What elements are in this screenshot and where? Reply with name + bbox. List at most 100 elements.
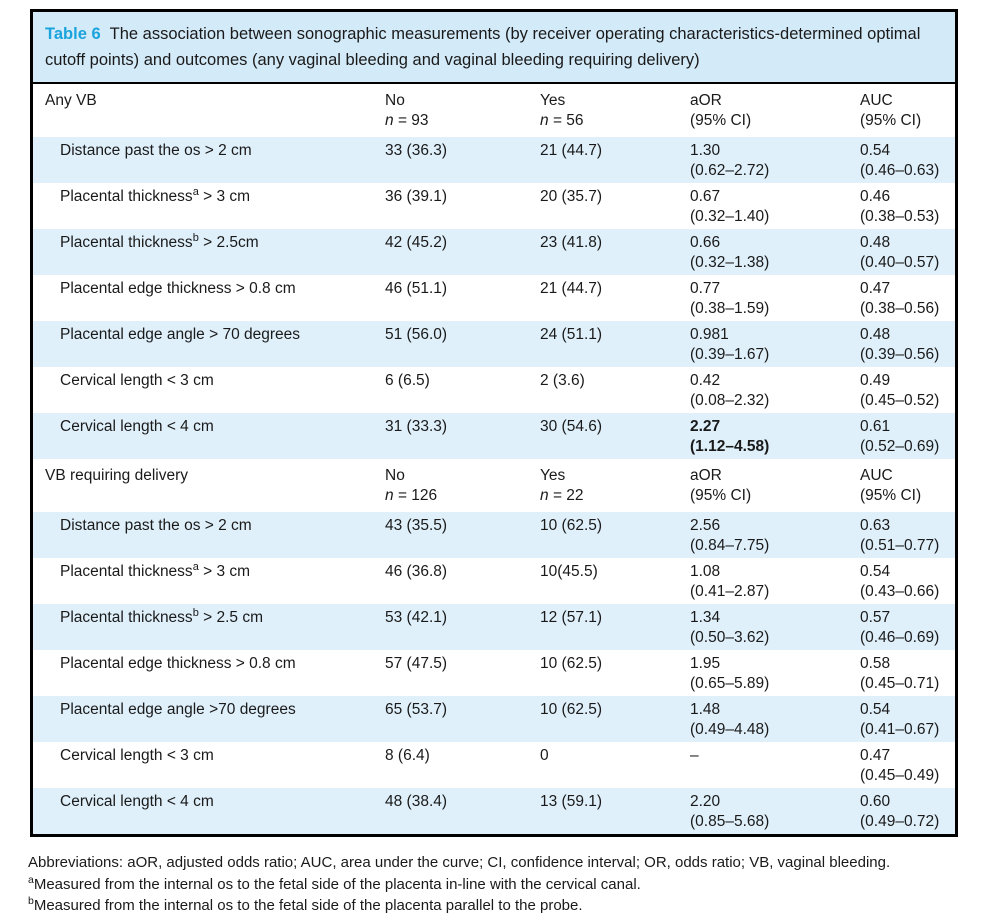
col-header-no-n: n = 126: [385, 487, 438, 504]
auc-value: 0.48: [860, 234, 891, 251]
aor-value: 0.77: [690, 280, 721, 297]
table-row: Cervical length < 3 cm 6 (6.5) 2 (3.6) 0…: [33, 367, 955, 413]
cell-aor: 1.48 (0.49–4.48): [690, 696, 860, 742]
cell-no-count: 53 (42.1): [385, 609, 448, 626]
aor-value: 2.20: [690, 793, 721, 810]
auc-value: 0.58: [860, 655, 891, 672]
cell-aor: –: [690, 742, 860, 788]
aor-value: 1.08: [690, 563, 721, 580]
section-header-row: Any VB No n = 93 Yes n = 56 aOR (95% CI): [33, 84, 955, 137]
table-row: Cervical length < 4 cm 31 (33.3) 30 (54.…: [33, 413, 955, 459]
n-symbol: n: [540, 487, 549, 504]
footnote-ref: b: [192, 606, 199, 619]
auc-ci: (0.49–0.72): [860, 812, 940, 830]
cell-aor: 0.42 (0.08–2.32): [690, 367, 860, 413]
auc-ci: (0.45–0.52): [860, 391, 940, 409]
auc-ci: (0.45–0.71): [860, 674, 940, 692]
table-row: Placental thicknessa > 3 cm 46 (36.8) 10…: [33, 558, 955, 604]
auc-ci: (0.46–0.69): [860, 628, 940, 646]
auc-value: 0.54: [860, 142, 891, 159]
cell-aor: 0.981 (0.39–1.67): [690, 321, 860, 367]
cell-auc: 0.60 (0.49–0.72): [860, 788, 955, 834]
col-header-aor: aOR (95% CI): [690, 467, 752, 504]
aor-value: 0.981: [690, 326, 729, 343]
cell-auc: 0.54 (0.43–0.66): [860, 558, 955, 604]
cell-yes-count: 23 (41.8): [540, 234, 603, 251]
auc-value: 0.60: [860, 793, 891, 810]
row-label: Placental thicknessa > 3 cm: [60, 560, 251, 580]
aor-value: –: [690, 747, 699, 764]
cell-aor: 0.67 (0.32–1.40): [690, 183, 860, 229]
cell-no-count: 31 (33.3): [385, 418, 448, 435]
table-row: Cervical length < 3 cm 8 (6.4) 0 – 0.47 …: [33, 742, 955, 788]
table-row: Placental thicknessb > 2.5 cm 53 (42.1) …: [33, 604, 955, 650]
cell-yes-count: 21 (44.7): [540, 142, 603, 159]
n-symbol: n: [540, 112, 549, 129]
col-header-no-label: No: [385, 92, 405, 109]
auc-ci: (0.43–0.66): [860, 582, 940, 600]
auc-ci: (0.46–0.63): [860, 161, 940, 179]
aor-ci: (0.62–2.72): [690, 161, 770, 179]
cell-yes-count: 30 (54.6): [540, 418, 603, 435]
cell-yes-count: 10 (62.5): [540, 517, 603, 534]
aor-value: 0.67: [690, 188, 721, 205]
cell-auc: 0.48 (0.40–0.57): [860, 229, 955, 275]
footnote-a-marker: a: [28, 873, 34, 886]
aor-ci: (1.12–4.58): [690, 437, 770, 455]
cell-auc: 0.47 (0.38–0.56): [860, 275, 955, 321]
auc-value: 0.61: [860, 418, 891, 435]
row-label: Placental edge thickness > 0.8 cm: [60, 280, 296, 297]
cell-yes-count: 13 (59.1): [540, 793, 603, 810]
aor-ci: (0.49–4.48): [690, 720, 770, 738]
col-header-aor: aOR (95% CI): [690, 92, 752, 129]
row-label: Placental edge thickness > 0.8 cm: [60, 655, 296, 672]
table-row: Placental edge angle > 70 degrees 51 (56…: [33, 321, 955, 367]
cell-yes-count: 10 (62.5): [540, 655, 603, 672]
auc-ci: (0.51–0.77): [860, 536, 940, 554]
cell-no-count: 8 (6.4): [385, 747, 430, 764]
cell-auc: 0.48 (0.39–0.56): [860, 321, 955, 367]
col-header-yes-n: n = 56: [540, 112, 584, 129]
col-header-yes: Yes n = 56: [540, 84, 690, 137]
table-row: Placental edge thickness > 0.8 cm 57 (47…: [33, 650, 955, 696]
cell-aor: 1.34 (0.50–3.62): [690, 604, 860, 650]
table6-container: Table 6 The association between sonograph…: [30, 9, 958, 837]
auc-value: 0.46: [860, 188, 891, 205]
auc-ci: (0.41–0.67): [860, 720, 940, 738]
col-header-no: No n = 126: [385, 459, 540, 512]
cell-auc: 0.54 (0.41–0.67): [860, 696, 955, 742]
cell-yes-count: 2 (3.6): [540, 372, 585, 389]
cell-aor: 1.30 (0.62–2.72): [690, 137, 860, 183]
row-label: Placental edge angle > 70 degrees: [60, 326, 301, 343]
col-header-yes-n: n = 22: [540, 487, 584, 504]
cell-aor: 2.56 (0.84–7.75): [690, 512, 860, 558]
aor-value: 1.95: [690, 655, 721, 672]
cell-aor: 1.95 (0.65–5.89): [690, 650, 860, 696]
cell-aor: 0.66 (0.32–1.38): [690, 229, 860, 275]
aor-ci: (0.32–1.40): [690, 207, 770, 225]
aor-ci: (0.41–2.87): [690, 582, 770, 600]
cell-auc: 0.61 (0.52–0.69): [860, 413, 955, 459]
cell-aor: 2.20 (0.85–5.68): [690, 788, 860, 834]
col-header-auc: AUC (95% CI): [860, 92, 922, 129]
auc-ci: (0.45–0.49): [860, 766, 940, 784]
section-title: VB requiring delivery: [45, 467, 189, 484]
table-row: Distance past the os > 2 cm 33 (36.3) 21…: [33, 137, 955, 183]
col-header-auc: AUC (95% CI): [860, 467, 922, 504]
cell-yes-count: 10 (62.5): [540, 701, 603, 718]
auc-ci: (0.40–0.57): [860, 253, 940, 271]
row-label: Placental edge angle >70 degrees: [60, 701, 296, 718]
aor-ci: (0.85–5.68): [690, 812, 770, 830]
col-header-yes-label: Yes: [540, 467, 566, 484]
footnote-ref: b: [192, 231, 199, 244]
row-label: Placental thicknessb > 2.5 cm: [60, 606, 263, 626]
col-header-yes-label: Yes: [540, 92, 566, 109]
auc-value: 0.48: [860, 326, 891, 343]
table-row: Placental thicknessb > 2.5cm 42 (45.2) 2…: [33, 229, 955, 275]
row-label: Cervical length < 4 cm: [60, 793, 214, 810]
aor-ci: (0.50–3.62): [690, 628, 770, 646]
row-label: Distance past the os > 2 cm: [60, 142, 252, 159]
row-label: Cervical length < 4 cm: [60, 418, 214, 435]
cell-no-count: 57 (47.5): [385, 655, 448, 672]
aor-ci: (0.38–1.59): [690, 299, 770, 317]
